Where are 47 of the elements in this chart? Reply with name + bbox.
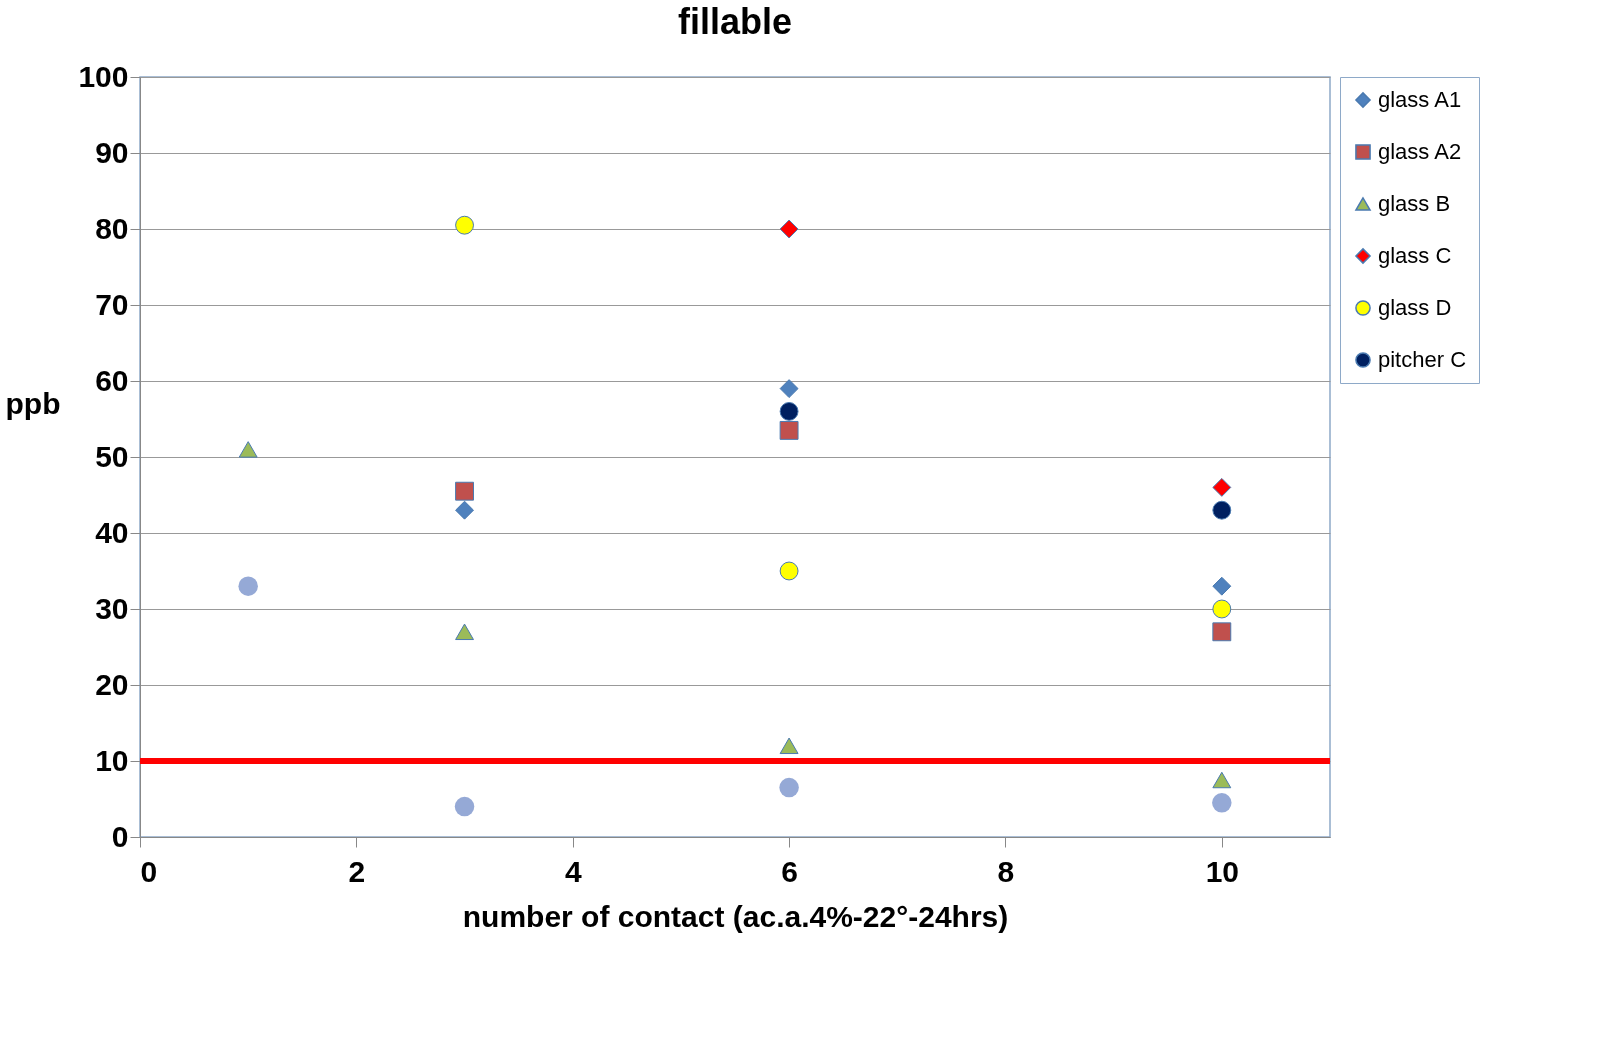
point (779, 401, 799, 421)
point (779, 561, 799, 581)
point (779, 420, 799, 440)
point (1212, 622, 1232, 642)
x-tick-label: 8 (997, 854, 1015, 888)
x-axis-title: number of contact (ac.a.4%-22°-24hrs) (462, 899, 1009, 933)
legend-label: pitcher C (1378, 347, 1467, 372)
point (238, 576, 258, 596)
point (1212, 599, 1232, 619)
point (454, 796, 475, 817)
y-tick-label: 50 (95, 439, 129, 473)
y-tick-label: 100 (78, 59, 129, 93)
x-tick-label: 2 (348, 854, 366, 888)
y-tick-label: 0 (111, 819, 129, 853)
point (455, 215, 474, 235)
legend-label: glass A1 (1378, 87, 1462, 112)
point (455, 500, 474, 520)
legend-label: glass D (1378, 295, 1452, 320)
point (779, 737, 799, 755)
point (1212, 477, 1232, 497)
y-axis-title: ppb (5, 386, 61, 420)
y-tick-label: 10 (95, 743, 129, 777)
x-tick-label: 0 (140, 854, 158, 888)
x-tick-label: 4 (564, 854, 582, 888)
y-tick-label: 30 (95, 591, 129, 625)
x-tick-label: 6 (781, 854, 798, 888)
y-tick-label: 60 (95, 363, 129, 397)
point (1212, 793, 1232, 813)
x-tick-label: 10 (1205, 854, 1240, 888)
point (238, 441, 258, 458)
point (779, 219, 799, 239)
point (1212, 500, 1232, 520)
point (779, 777, 799, 798)
y-tick-label: 90 (95, 135, 129, 169)
chart-title: fillable (677, 1, 793, 42)
point (1212, 771, 1232, 789)
point (455, 481, 474, 501)
y-tick-label: 40 (95, 515, 129, 549)
legend-label: glass A2 (1378, 139, 1462, 164)
legend-label: glass B (1378, 191, 1451, 216)
y-tick-label: 80 (95, 211, 129, 245)
legend-label: glass C (1378, 243, 1452, 268)
point (455, 623, 474, 641)
y-tick-label: 20 (95, 667, 129, 701)
y-tick-label: 70 (95, 287, 129, 321)
point (1212, 576, 1232, 596)
point (779, 379, 799, 399)
